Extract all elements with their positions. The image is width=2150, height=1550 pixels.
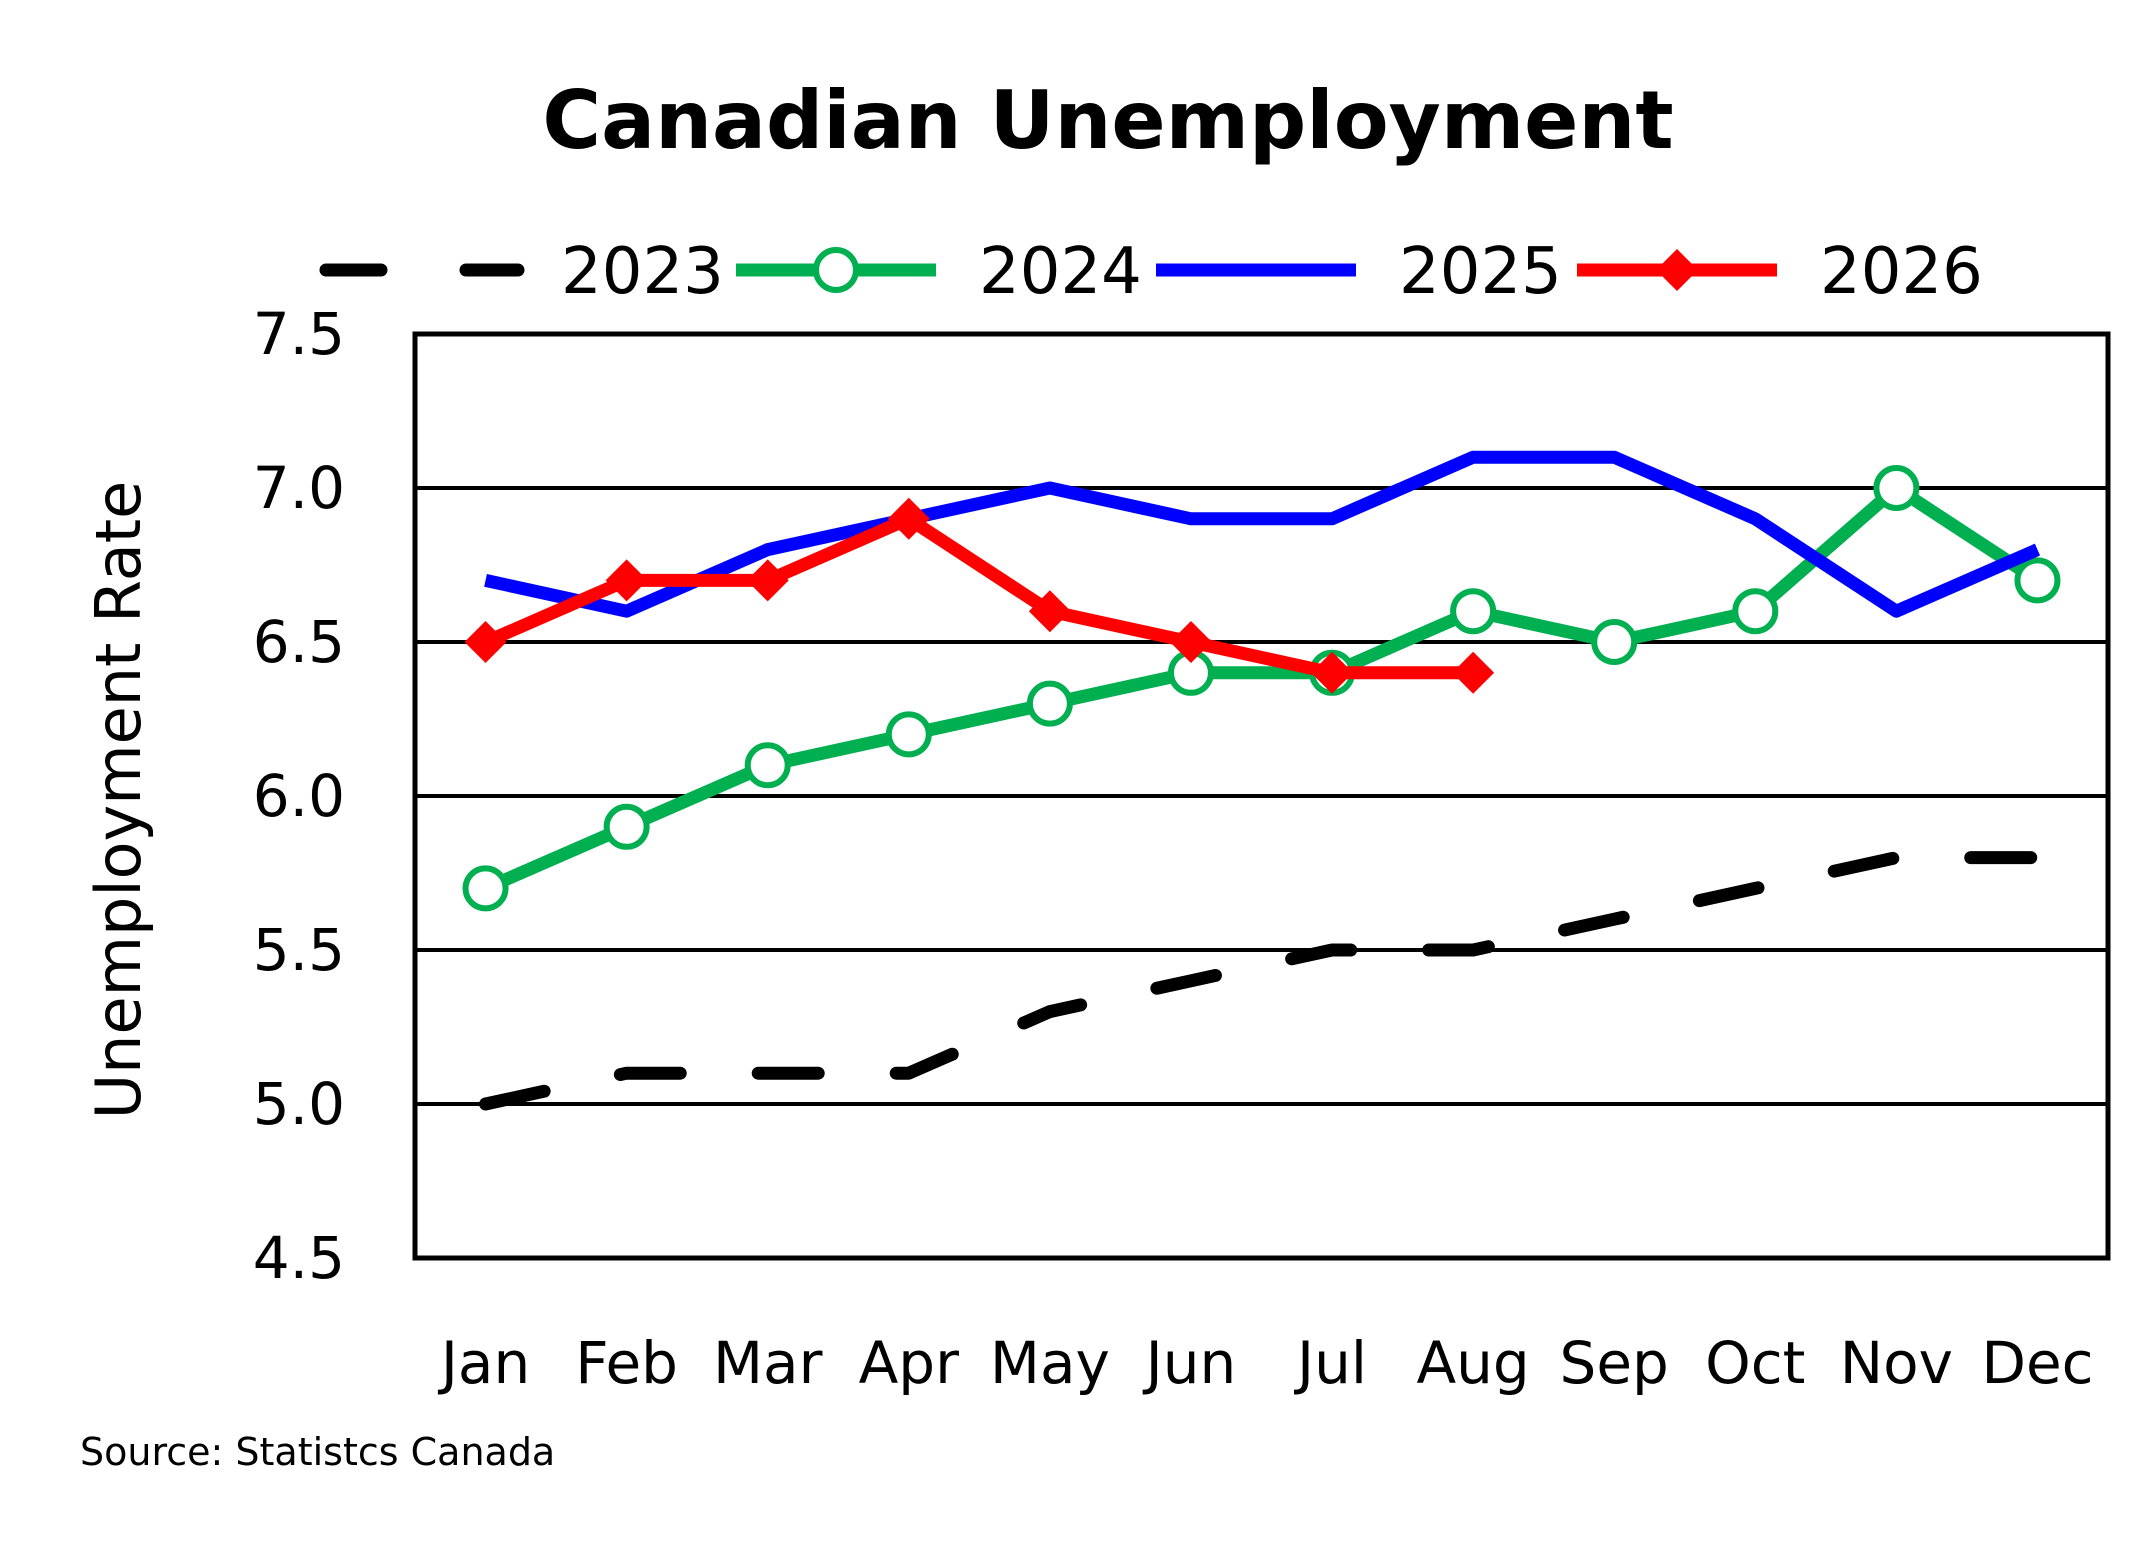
y-tick-label: 7.5 — [253, 300, 345, 368]
legend-marker — [813, 247, 859, 293]
y-tick-label: 7.0 — [253, 454, 345, 522]
x-tick-label: Sep — [1560, 1329, 1669, 1397]
data-point — [603, 803, 650, 850]
data-point — [1026, 680, 1073, 727]
legend-label: 2024 — [979, 235, 1142, 309]
source-note: Source: Statistcs Canada — [80, 1430, 555, 1474]
y-tick-label: 5.5 — [253, 916, 345, 984]
data-point — [1591, 619, 1638, 665]
x-tick-label: Jan — [438, 1329, 530, 1397]
y-tick-label: 4.5 — [253, 1224, 345, 1292]
x-tick-label: Jul — [1294, 1329, 1367, 1397]
data-point — [1732, 588, 1779, 635]
legend-label: 2023 — [561, 235, 724, 309]
legend: 2023 2024 2025 2026 — [319, 235, 1983, 309]
data-point — [1873, 465, 1920, 511]
data-point — [464, 621, 507, 663]
x-tick-label: Oct — [1705, 1329, 1805, 1397]
x-tick-label: Mar — [713, 1329, 823, 1397]
data-point — [2014, 557, 2061, 604]
data-point — [744, 742, 791, 789]
x-axis-ticks: Jan Feb Mar Apr May Jun Jul Aug Sep Oct Nov Dec — [438, 1329, 2094, 1397]
data-point — [887, 497, 930, 540]
series-line-2026 — [482, 512, 1474, 680]
x-tick-label: Jun — [1143, 1329, 1237, 1397]
legend-label: 2026 — [1820, 235, 1983, 309]
y-tick-label: 6.5 — [253, 608, 345, 676]
y-axis-title: Unemployment Rate — [82, 481, 155, 1119]
series-2023 — [479, 851, 2044, 1111]
legend-marker — [1656, 249, 1698, 291]
data-point — [1028, 590, 1071, 633]
y-tick-label: 6.0 — [253, 762, 345, 830]
x-tick-label: Apr — [859, 1329, 959, 1397]
x-tick-label: Feb — [575, 1329, 678, 1397]
data-point — [605, 559, 648, 602]
y-tick-label: 5.0 — [253, 1070, 345, 1138]
data-point — [1169, 621, 1212, 663]
series-line-2024 — [482, 481, 2042, 895]
series-2026 — [464, 497, 1495, 694]
legend-item-2023: 2023 — [319, 235, 724, 309]
data-point — [1452, 651, 1495, 694]
chart-title: Canadian Unemployment — [542, 74, 1673, 167]
data-point — [1450, 588, 1497, 635]
series-2025 — [484, 450, 2041, 618]
series-line-2025 — [484, 450, 2041, 618]
x-tick-label: May — [990, 1329, 1110, 1397]
legend-item-2025: 2025 — [1156, 235, 1562, 309]
plot-area-frame — [412, 331, 2111, 1261]
legend-item-2026: 2026 — [1577, 235, 1983, 309]
series-line-2023 — [479, 851, 2044, 1111]
legend-item-2024: 2024 — [736, 235, 1142, 309]
data-point — [1311, 651, 1354, 694]
x-tick-label: Dec — [1981, 1329, 2093, 1397]
series-layer — [462, 450, 2061, 1111]
legend-label: 2025 — [1399, 235, 1562, 309]
series-2024 — [462, 465, 2061, 912]
data-point — [462, 865, 509, 912]
data-point — [885, 711, 932, 758]
data-point — [746, 559, 789, 602]
x-tick-label: Aug — [1416, 1329, 1529, 1397]
x-tick-label: Nov — [1840, 1329, 1953, 1397]
y-axis-ticks: 4.5 5.0 5.5 6.0 6.5 7.0 7.5 — [253, 300, 345, 1292]
